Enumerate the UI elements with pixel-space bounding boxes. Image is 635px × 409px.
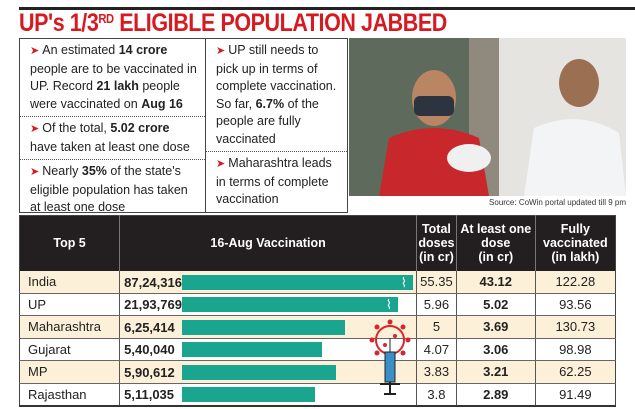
aug16-value: 21,93,769 bbox=[124, 297, 182, 313]
top-rule bbox=[19, 7, 635, 10]
aug16-cell: 5,11,035 bbox=[119, 383, 417, 406]
aug16-bar bbox=[182, 364, 337, 380]
arrow-bullet-icon: ➤ bbox=[216, 45, 229, 57]
source-note: Source: CoWin portal updated till 9 pm bbox=[489, 198, 626, 207]
key-point: ➤ Of the total, 5.02 crore have taken at… bbox=[20, 117, 205, 160]
highlight-text: 21 lakh bbox=[96, 79, 139, 93]
arrow-bullet-icon: ➤ bbox=[30, 166, 43, 178]
point-text: people are to be vaccinated in UP. Recor… bbox=[30, 61, 197, 94]
point-text: An estimated bbox=[42, 43, 119, 57]
col-header-fully: Fully vaccinated (in lakh) bbox=[534, 215, 616, 271]
point-text: of the people are fully vaccinated bbox=[216, 96, 319, 146]
table-row: UP 21,93,769 ⌇ 5.96 5.02 93.56 bbox=[19, 293, 616, 316]
table-row: MP 5,90,612 3.83 3.21 62.25 bbox=[19, 360, 616, 384]
state-name: MP bbox=[19, 360, 120, 384]
headline: UP's 1/3RD ELIGIBLE POPULATION JABBED bbox=[19, 9, 447, 37]
one-dose: 43.12 bbox=[455, 270, 536, 294]
fully-vaccinated: 130.73 bbox=[534, 315, 616, 339]
state-name: India bbox=[19, 270, 120, 294]
aug16-cell: 6,25,414 bbox=[119, 315, 417, 339]
table-row: India 87,24,316 ⌇ 55.35 43.12 122.28 bbox=[19, 270, 616, 294]
aug16-cell: 87,24,316 ⌇ bbox=[119, 270, 417, 294]
one-dose: 2.89 bbox=[455, 383, 536, 406]
table-row: Rajasthan 5,11,035 3.8 2.89 91.49 bbox=[19, 383, 616, 406]
state-name: Rajasthan bbox=[19, 383, 120, 406]
highlight-text: Aug 16 bbox=[141, 96, 183, 111]
point-text: people were vaccinated on bbox=[30, 79, 180, 111]
aug16-value: 5,40,040 bbox=[124, 342, 175, 358]
aug16-value: 87,24,316 bbox=[124, 274, 182, 290]
state-name: Gujarat bbox=[19, 338, 120, 361]
aug16-value: 5,90,612 bbox=[124, 364, 175, 380]
axis-break-icon: ⌇ bbox=[385, 297, 393, 313]
key-point: ➤ An estimated 14 crore people are to be… bbox=[20, 39, 205, 117]
fully-vaccinated: 62.25 bbox=[534, 360, 616, 384]
fully-vaccinated: 98.98 bbox=[534, 338, 616, 361]
fully-vaccinated: 91.49 bbox=[534, 383, 616, 406]
point-text: Nearly bbox=[42, 164, 82, 178]
virus-syringe-icon bbox=[369, 319, 411, 395]
total-doses: 3.8 bbox=[416, 383, 457, 406]
one-dose: 3.69 bbox=[455, 315, 536, 339]
total-doses: 5 bbox=[416, 315, 457, 339]
fully-vaccinated: 122.28 bbox=[534, 270, 616, 294]
key-point: ➤ Nearly 35% of the state's eligible pop… bbox=[20, 160, 205, 220]
arrow-bullet-icon: ➤ bbox=[30, 123, 43, 135]
aug16-bar bbox=[182, 342, 323, 358]
aug16-bar bbox=[182, 387, 316, 403]
highlight-text: 35% bbox=[81, 164, 107, 178]
aug16-cell: 5,90,612 bbox=[119, 360, 417, 384]
total-doses: 5.96 bbox=[416, 293, 457, 316]
aug16-value: 5,11,035 bbox=[124, 387, 175, 403]
one-dose: 3.21 bbox=[455, 360, 536, 384]
total-doses: 55.35 bbox=[416, 270, 457, 294]
point-text: have taken at least one dose bbox=[30, 139, 190, 154]
state-name: UP bbox=[19, 293, 120, 316]
aug16-cell: 21,93,769 ⌇ bbox=[119, 293, 417, 316]
state-name: Maharashtra bbox=[19, 315, 120, 339]
highlight-text: 14 crore bbox=[118, 43, 168, 57]
col-header-aug16: 16-Aug Vaccination bbox=[119, 215, 417, 271]
aug16-cell: 5,40,040 bbox=[119, 338, 417, 361]
col-header-total: Total doses (in cr) bbox=[416, 215, 457, 271]
vaccination-photo bbox=[349, 38, 626, 196]
key-point: ➤ Maharashtra leads in terms of complete… bbox=[206, 152, 347, 212]
point-text: of the state's eligible population has t… bbox=[30, 164, 188, 214]
aug16-value: 6,25,414 bbox=[124, 319, 175, 335]
one-dose: 3.06 bbox=[455, 338, 536, 361]
axis-break-icon: ⌇ bbox=[400, 274, 408, 290]
point-text: Maharashtra leads in terms of complete v… bbox=[216, 156, 332, 206]
total-doses: 4.07 bbox=[416, 338, 457, 361]
col-header-state: Top 5 bbox=[19, 215, 120, 271]
key-points-right: ➤ UP still needs to pick up in terms of … bbox=[205, 38, 348, 213]
one-dose: 5.02 bbox=[455, 293, 536, 316]
key-points-left: ➤ An estimated 14 crore people are to be… bbox=[19, 38, 205, 214]
aug16-bar bbox=[182, 319, 346, 335]
arrow-bullet-icon: ➤ bbox=[216, 158, 229, 170]
total-doses: 3.83 bbox=[416, 360, 457, 384]
aug16-bar: ⌇ bbox=[182, 297, 399, 313]
point-text: UP still needs to pick up in terms of co… bbox=[216, 43, 337, 111]
col-header-one-dose: At least one dose (in cr) bbox=[455, 215, 536, 271]
table-row: Maharashtra 6,25,414 5 3.69 130.73 bbox=[19, 315, 616, 339]
aug16-bar: ⌇ bbox=[182, 274, 414, 290]
point-text: Of the total, bbox=[42, 121, 111, 135]
vaccination-table: Top 5 16-Aug Vaccination Total doses (in … bbox=[19, 215, 616, 407]
table-row: Gujarat 5,40,040 4.07 3.06 98.98 bbox=[19, 338, 616, 361]
fully-vaccinated: 93.56 bbox=[534, 293, 616, 316]
key-point: ➤ UP still needs to pick up in terms of … bbox=[206, 39, 347, 152]
highlight-text: 6.7% bbox=[255, 96, 285, 111]
highlight-text: 5.02 crore bbox=[110, 121, 170, 135]
arrow-bullet-icon: ➤ bbox=[30, 45, 43, 57]
